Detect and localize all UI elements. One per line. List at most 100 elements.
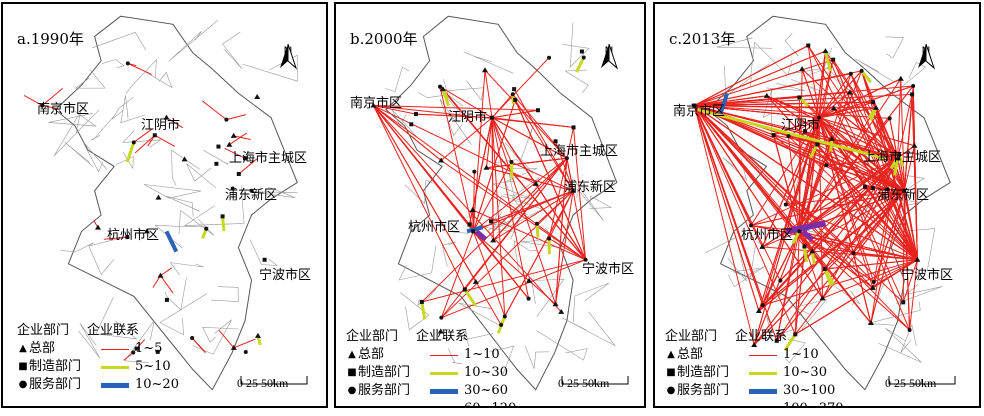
legend-class-2: 10~30 [783,365,827,380]
link-line-strong [810,251,816,265]
district-boundary [74,69,106,89]
link-line [693,105,778,341]
manufacturing-symbol-icon: ■ [666,367,676,378]
link-line-strong [535,223,540,238]
district-boundary [168,20,218,62]
legend: 企业部门 企业联系 ▲ 总部 1~5 ■ 制造部门 5~10 ● 服务部门 10~20 [17,322,179,394]
link-line-blue [718,92,730,115]
link-line [229,132,247,146]
link-line [233,135,251,140]
manufacturing-node [803,129,808,134]
link-line [801,68,820,118]
link-line [415,113,493,119]
city-label-hangzhou: 杭州市区 [107,228,160,243]
service-node [125,61,130,66]
service-node [190,335,195,340]
link-line [421,259,586,303]
district-boundary [124,320,155,363]
link-line [513,88,574,192]
panel-2000: b.2000年 N 南京市区 江阴市 上海市主城区 浦东新区 杭州市区 宁波市区… [334,2,646,408]
district-boundary [166,195,200,217]
link-line [870,190,905,324]
manufacturing-node [262,257,267,262]
district-boundary [463,330,494,347]
hq-node [157,272,164,278]
link-line [762,231,800,306]
link-line [822,259,918,299]
link-line [484,70,493,118]
link-line [491,117,512,163]
manufacturing-node [553,139,558,144]
manufacturing-node [797,95,802,100]
link-line [160,267,173,277]
link-line [694,70,862,106]
hq-node [763,92,770,98]
district-boundary [101,59,125,69]
district-boundary [489,345,515,375]
link-line [693,105,796,335]
district-boundary [878,328,922,363]
manufacturing-node [155,349,160,354]
district-boundary [513,240,538,272]
manufacturing-node [793,332,798,337]
link-line [694,96,800,106]
link-line [103,236,128,240]
scale-label: 0 25 50km [237,376,289,390]
link-line [514,99,574,192]
district-boundary [896,283,943,304]
district-boundary [81,140,108,173]
link-line [694,105,872,324]
panel-title: a.1990年 [17,30,84,48]
link-line [694,105,900,156]
hq-node [437,328,444,334]
link-line [818,117,854,254]
link-line-strong [809,143,819,159]
legend-hq: 总部 [677,347,704,362]
district-boundary [400,292,430,331]
district-boundary [249,239,278,266]
district-boundary [716,37,772,49]
district-boundary [137,67,173,89]
link-line [753,231,800,346]
service-node [786,134,791,139]
legend-line-1 [749,354,777,356]
service-node [817,115,821,120]
hq-node [809,248,816,254]
district-boundary [418,79,449,99]
hq-node [867,320,874,326]
service-node [581,55,586,60]
link-line [872,102,899,159]
hq-node [828,135,835,141]
link-line [373,105,417,115]
district-boundary [447,348,462,365]
link-line [694,59,834,106]
district-boundary [143,184,202,199]
service-node [547,55,552,60]
link-line-purple [801,229,815,242]
manufacturing-node [467,222,472,227]
link-line-strong [824,50,832,72]
link-line [750,157,898,226]
district-boundary [203,149,229,165]
legend-line-4 [430,405,458,406]
link-line [472,157,568,232]
link-line [439,86,474,232]
legend-class-4: 100~370 [783,400,844,406]
legend-line-2 [101,365,129,369]
link-line [469,117,493,225]
link-line [897,94,913,159]
link-line [694,105,888,190]
manufacturing-node [535,108,540,113]
link-line [491,117,587,261]
link-line [694,105,874,289]
manufacturing-node [471,229,476,234]
north-arrow: N [277,44,299,70]
link-line [794,190,905,335]
city-label-pudong: 浦东新区 [877,188,930,203]
link-line [912,85,918,260]
link-line-strong [783,333,797,351]
link-line [491,57,550,119]
hq-node [911,142,918,148]
link-line-strong [860,69,872,84]
hq-node [846,89,853,95]
